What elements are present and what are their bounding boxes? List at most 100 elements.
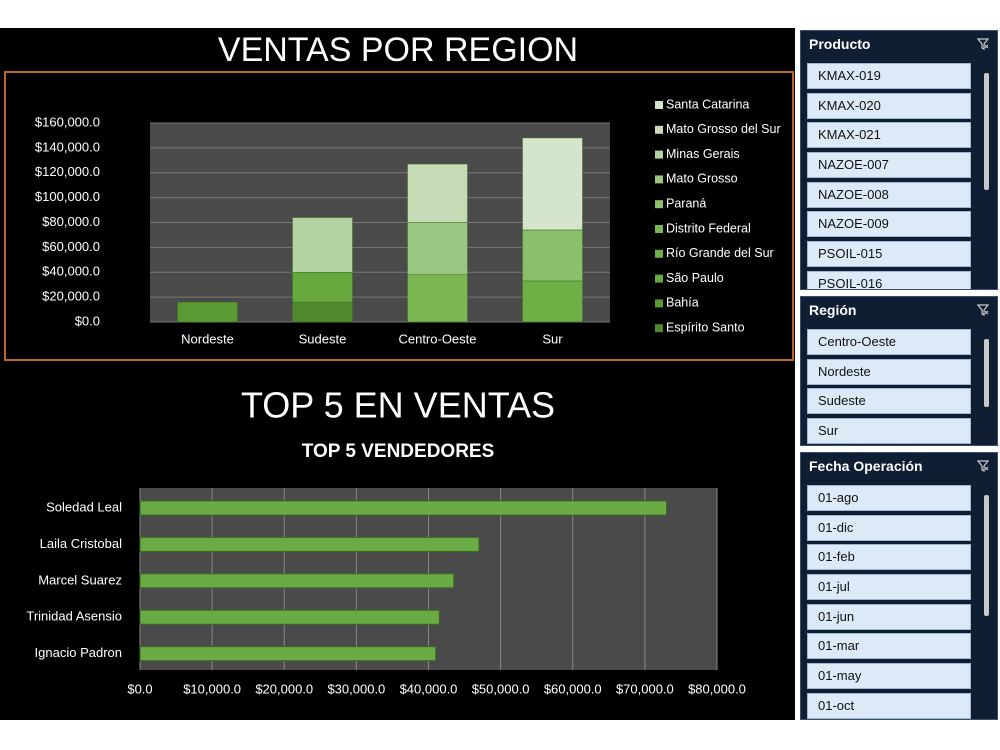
- y-tick-label: $80,000.0: [42, 214, 100, 229]
- bar-segment: [292, 272, 353, 303]
- y-tick-label: $100,000.0: [35, 189, 100, 204]
- bar-segment: [292, 301, 353, 323]
- slicer-item[interactable]: KMAX-021: [807, 122, 971, 149]
- legend-label: Bahía: [666, 296, 699, 310]
- x-tick-label: $40,000.0: [400, 681, 458, 696]
- legend-label: Minas Gerais: [666, 147, 740, 161]
- dashboard: VENTAS POR REGION TOP 5 EN VENTAS TOP 5 …: [0, 28, 795, 720]
- legend-label: Distrito Federal: [666, 221, 751, 235]
- slicer-title-text: Región: [809, 302, 857, 318]
- slicer-list: 01-ago 01-dic 01-feb 01-jul 01-jun 01-mar 01-m…: [807, 485, 971, 719]
- slicer-item[interactable]: 01-jul: [807, 574, 971, 601]
- legend-label: Santa Catarina: [666, 97, 749, 111]
- bar-segment: [407, 222, 468, 275]
- slicer-item[interactable]: KMAX-019: [807, 63, 971, 89]
- legend-swatch: [655, 249, 663, 258]
- y-tick-label: $140,000.0: [35, 139, 100, 154]
- y-tick-label: $0.0: [75, 313, 100, 328]
- legend-swatch: [655, 299, 663, 308]
- slicer-item[interactable]: 01-ago: [807, 485, 971, 511]
- x-tick-label: Nordeste: [181, 331, 234, 346]
- bar-segment: [522, 137, 583, 231]
- x-tick-label: $70,000.0: [616, 681, 674, 696]
- slicer-item[interactable]: Sudeste: [807, 388, 971, 415]
- chart-title: TOP 5 VENDEDORES: [302, 441, 495, 462]
- scrollbar[interactable]: [984, 495, 989, 616]
- clear-filter-icon[interactable]: [977, 460, 989, 472]
- legend-label: São Paulo: [666, 271, 724, 285]
- slicer-item[interactable]: Centro-Oeste: [807, 329, 971, 355]
- legend-label: Mato Grosso: [666, 172, 738, 186]
- slicer-list: KMAX-019 KMAX-020 KMAX-021 NAZOE-007 NAZOE-0…: [807, 63, 971, 289]
- legend-label: Mato Grosso del Sur: [666, 122, 781, 136]
- legend-label: Espírito Santo: [666, 320, 745, 334]
- scrollbar[interactable]: [984, 73, 989, 190]
- y-tick-label: Trinidad Asensio: [26, 609, 122, 624]
- legend-swatch: [655, 225, 663, 233]
- slicer-item[interactable]: 01-oct: [807, 692, 971, 719]
- x-tick-label: $0.0: [127, 681, 152, 696]
- y-tick-label: $20,000.0: [42, 289, 100, 304]
- slicer-item[interactable]: NAZOE-007: [807, 152, 971, 179]
- bar-segment: [522, 280, 583, 323]
- y-tick-label: Marcel Suarez: [38, 572, 122, 587]
- legend-swatch: [655, 324, 663, 333]
- legend-label: Paraná: [666, 196, 706, 210]
- legend-label: Río Grande del Sur: [666, 246, 774, 260]
- x-tick-label: $30,000.0: [327, 681, 385, 696]
- y-tick-label: Ignacio Padron: [35, 645, 122, 660]
- legend-swatch: [655, 150, 663, 159]
- x-tick-label: $80,000.0: [688, 681, 746, 696]
- y-tick-label: $120,000.0: [35, 164, 100, 179]
- bar-segment: [177, 301, 238, 323]
- slicer-title: Región: [801, 297, 997, 323]
- bar-segment: [407, 274, 468, 323]
- legend-swatch: [655, 175, 663, 184]
- x-tick-label: $60,000.0: [544, 681, 602, 696]
- slicer: Fecha Operación 01-ago 01-dic 01-feb 01-jul 0…: [800, 452, 998, 720]
- slicer-item[interactable]: NAZOE-008: [807, 181, 971, 208]
- clear-filter-icon[interactable]: [977, 38, 989, 50]
- legend-swatch: [655, 274, 663, 283]
- legend-swatch: [655, 200, 663, 209]
- slicer: Región Centro-Oeste Nordeste Sudeste Sur: [800, 296, 998, 446]
- bar-segment: [292, 217, 353, 273]
- bar: [139, 609, 440, 625]
- slicer-list: Centro-Oeste Nordeste Sudeste Sur: [807, 329, 971, 445]
- x-tick-label: $50,000.0: [472, 681, 530, 696]
- scrollbar[interactable]: [984, 339, 989, 407]
- x-tick-label: $10,000.0: [183, 681, 241, 696]
- y-tick-label: $60,000.0: [42, 239, 100, 254]
- slicer-item[interactable]: 01-feb: [807, 544, 971, 571]
- banner-title: VENTAS POR REGION: [218, 31, 578, 69]
- x-tick-label: Centro-Oeste: [398, 331, 476, 346]
- clear-filter-icon[interactable]: [977, 304, 989, 316]
- slicer-item[interactable]: Nordeste: [807, 358, 971, 385]
- slicer-item[interactable]: NAZOE-009: [807, 211, 971, 238]
- x-tick-label: $20,000.0: [255, 681, 313, 696]
- legend-swatch: [655, 101, 663, 109]
- y-tick-label: Soledad Leal: [46, 499, 122, 514]
- x-tick-label: Sur: [542, 331, 563, 346]
- slicer-title: Producto: [801, 31, 997, 57]
- y-tick-label: $40,000.0: [42, 264, 100, 279]
- slicer-item[interactable]: KMAX-020: [807, 92, 971, 119]
- slicer-item[interactable]: PSOIL-016: [807, 270, 971, 289]
- slicer-item[interactable]: 01-mar: [807, 633, 971, 660]
- bar: [139, 536, 480, 552]
- x-tick-label: Sudeste: [299, 331, 347, 346]
- slicer-item[interactable]: PSOIL-015: [807, 241, 971, 268]
- bar: [139, 573, 455, 589]
- slicer: Producto KMAX-019 KMAX-020 KMAX-021 NAZOE-00…: [800, 30, 998, 290]
- slicer-item[interactable]: 01-jun: [807, 603, 971, 630]
- legend-swatch: [655, 125, 663, 134]
- slicer-title: Fecha Operación: [801, 453, 997, 479]
- bar-segment: [522, 229, 583, 282]
- slicer-item[interactable]: Sur: [807, 418, 971, 445]
- slicer-item[interactable]: 01-dic: [807, 514, 971, 541]
- slicer-title-text: Producto: [809, 36, 871, 52]
- y-tick-label: Laila Cristobal: [40, 536, 122, 551]
- slicer-item[interactable]: 01-may: [807, 663, 971, 690]
- bar: [139, 500, 668, 516]
